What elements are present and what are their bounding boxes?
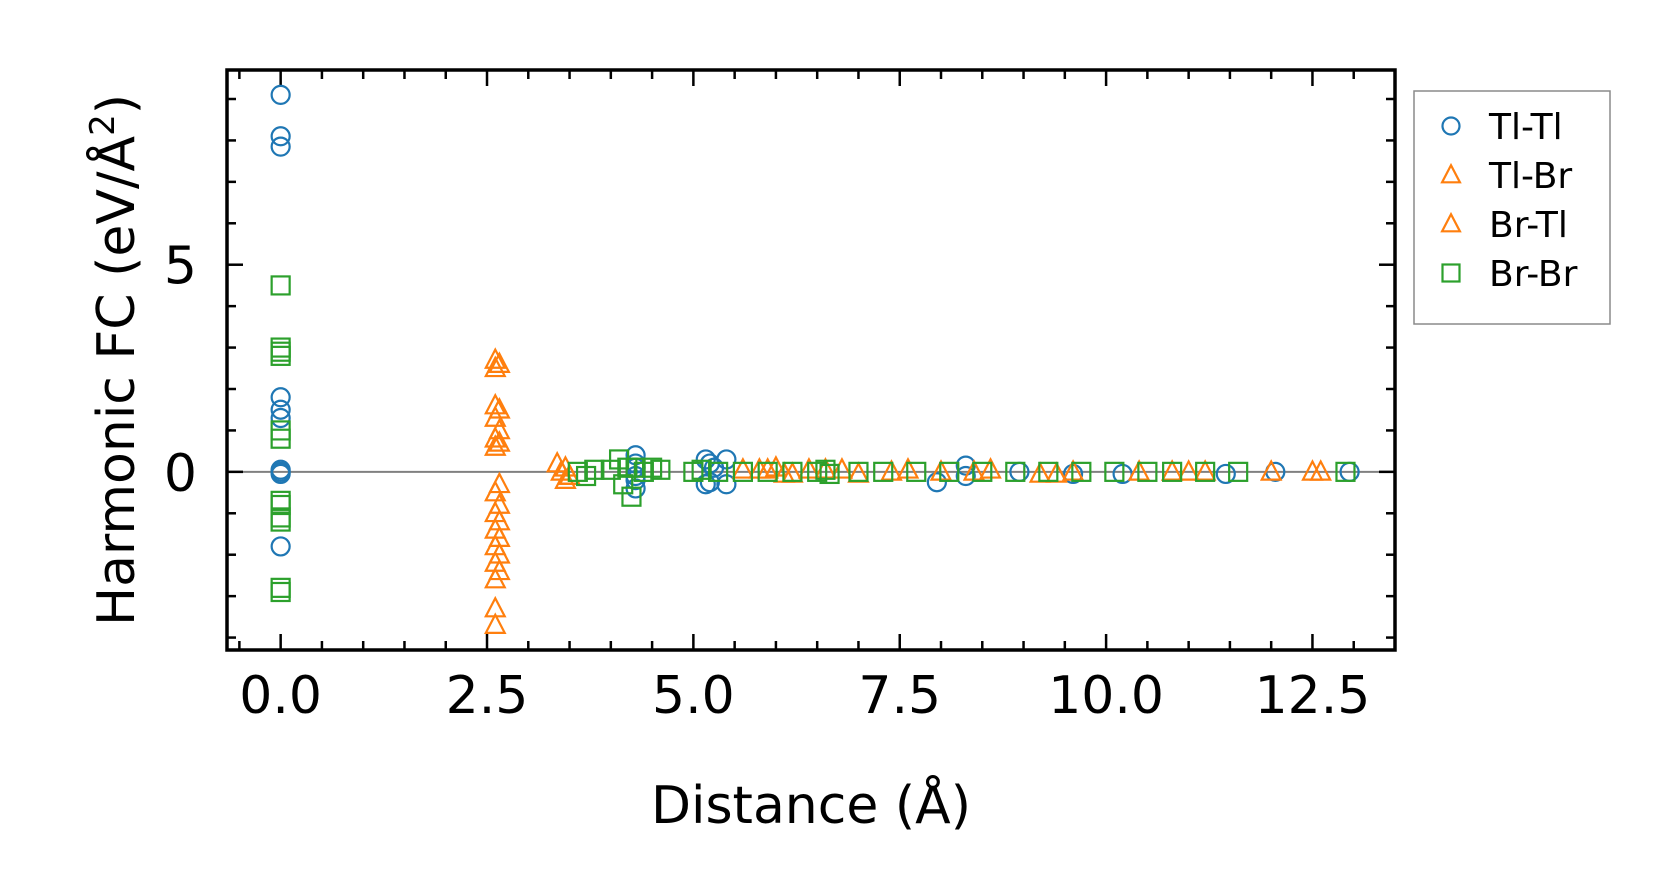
data-point-circle: [270, 463, 291, 485]
data-point-triangle: [484, 612, 507, 635]
x-tick-label: 10.0: [1048, 666, 1164, 726]
data-point-circle: [270, 84, 291, 105]
data-point-circle: [955, 465, 976, 487]
data-point-triangle: [488, 430, 511, 452]
legend: Tl-Tl Tl-Br Br-Tl Br-Br: [1413, 90, 1611, 325]
data-point-square: [650, 459, 671, 480]
x-tick-label: 5.0: [652, 666, 735, 726]
y-axis-title: Harmonic FC (eV/Å2): [83, 94, 147, 626]
data-point-circle: [270, 126, 291, 147]
x-tick-label: 2.5: [446, 666, 529, 726]
data-point-triangle: [1160, 459, 1184, 481]
data-point-triangle: [488, 351, 511, 374]
legend-marker-triangle: [1440, 211, 1462, 233]
series-br-br: [270, 275, 1356, 603]
y-axis-title-close: ): [87, 94, 147, 114]
data-point-square: [782, 461, 803, 482]
data-point-triangle: [484, 434, 507, 456]
x-tick-label: 0.0: [239, 666, 322, 726]
data-point-triangle: [1309, 459, 1332, 481]
data-point-triangle: [731, 457, 755, 479]
data-point-square: [270, 511, 291, 532]
legend-marker-square: [1441, 263, 1461, 283]
data-point-circle: [955, 455, 976, 476]
data-point-triangle: [488, 471, 511, 494]
data-point-square: [815, 459, 836, 480]
data-point-circle: [270, 399, 291, 420]
data-point-circle: [270, 387, 291, 408]
x-tick-label: 7.5: [858, 666, 941, 726]
x-tick-label: 12.5: [1255, 666, 1371, 726]
legend-frame: [1413, 90, 1611, 325]
data-point-square: [1104, 461, 1125, 482]
data-point-square: [848, 461, 869, 482]
data-point-triangle: [488, 396, 511, 419]
data-point-circle: [926, 472, 947, 493]
data-point-square: [1228, 461, 1249, 482]
legend-label: Br-Br: [1489, 254, 1578, 295]
data-point-square: [819, 463, 840, 485]
data-point-square: [270, 275, 291, 296]
data-point-square: [621, 486, 642, 507]
legend-label: Tl-Tl: [1488, 107, 1563, 148]
data-point-square: [906, 461, 927, 482]
data-point-triangle: [488, 417, 511, 440]
data-point-square: [757, 461, 778, 482]
data-point-square: [732, 461, 754, 482]
data-point-triangle: [484, 347, 507, 369]
data-point-square: [1137, 461, 1158, 482]
data-point-square: [1038, 461, 1059, 482]
data-point-triangle: [1177, 459, 1200, 481]
data-point-triangle: [558, 463, 581, 485]
data-point-triangle: [756, 457, 779, 479]
data-point-square: [270, 494, 291, 516]
data-point-square: [270, 581, 291, 603]
legend-marker-circle: [1441, 116, 1461, 136]
data-point-square: [1005, 461, 1026, 482]
data-point-triangle: [554, 467, 577, 490]
legend-label: Tl-Br: [1488, 156, 1572, 197]
data-point-square: [1162, 461, 1183, 482]
plot-frame: [225, 68, 1397, 652]
data-point-circle: [270, 536, 291, 557]
data-point-triangle: [488, 558, 511, 581]
legend-marker-triangle: [1440, 162, 1462, 184]
data-point-square: [708, 461, 729, 482]
data-point-square: [939, 461, 960, 482]
data-point-square: [1335, 461, 1356, 482]
y-axis-title-main: Harmonic FC (eV/Å: [85, 135, 147, 626]
data-point-circle: [270, 136, 291, 157]
data-point-triangle: [484, 392, 507, 415]
y-tick-label: 5: [164, 237, 197, 297]
legend-label: Br-Tl: [1489, 205, 1568, 246]
data-point-triangle: [1259, 459, 1283, 481]
data-point-triangle: [830, 457, 854, 479]
data-point-square: [691, 459, 712, 480]
data-point-circle: [1215, 463, 1236, 485]
data-point-square: [1071, 461, 1092, 482]
data-point-square: [972, 461, 993, 482]
data-point-triangle: [484, 355, 507, 378]
y-tick-label: 0: [164, 444, 197, 504]
data-point-square: [270, 428, 291, 449]
data-point-triangle: [1193, 459, 1217, 481]
data-point-circle: [270, 407, 291, 429]
tick-labels: 0.0 2.5 5.0 7.5 10.0 12.5 0 5: [164, 237, 1370, 726]
data-point-square: [584, 459, 605, 480]
data-points: [270, 84, 1360, 635]
x-axis-title: Distance (Å): [651, 774, 971, 836]
plot-area: [227, 70, 1395, 650]
data-point-square: [270, 345, 291, 366]
data-point-square: [873, 461, 894, 482]
data-point-square: [1195, 461, 1216, 482]
y-axis-title-superscript: 2: [83, 114, 123, 136]
